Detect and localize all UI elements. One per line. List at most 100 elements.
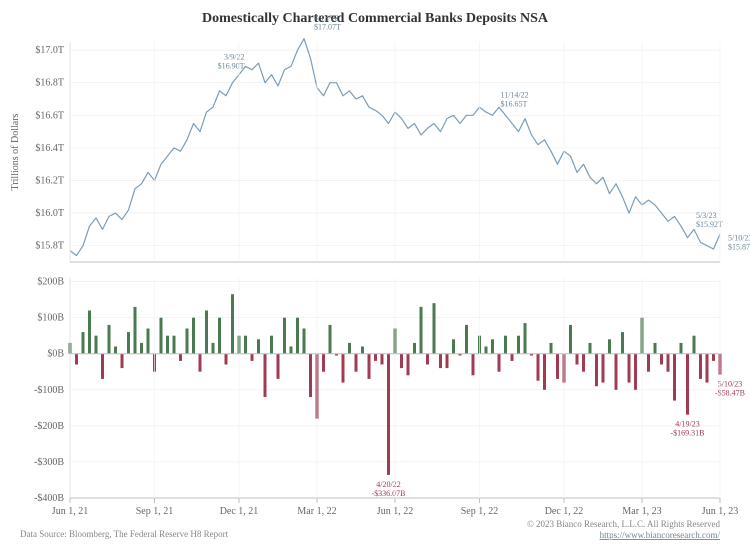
pos-bar: [173, 336, 176, 354]
bot-ytick: -$300B: [34, 457, 64, 468]
pos-bar: [257, 339, 260, 353]
neg-bar: [121, 354, 124, 368]
pos-bar: [140, 343, 143, 354]
pos-bar: [290, 347, 293, 354]
pos-bar: [491, 339, 494, 353]
x-tick: Jun 1, 21: [52, 506, 88, 517]
bot-ytick: $200B: [37, 277, 64, 288]
pos-bar: [82, 332, 85, 354]
top-annot-val: $15.87T: [728, 242, 750, 251]
x-tick: Jun 1, 23: [702, 506, 738, 517]
top-ytick: $15.8T: [35, 241, 64, 252]
bot-annot-val: -$336.07B: [372, 489, 406, 498]
pos-bar: [452, 339, 455, 353]
pos-bar: [231, 294, 234, 354]
neg-bar: [439, 354, 442, 368]
deposits-chart: Domestically Chartered Commercial Banks …: [0, 0, 750, 547]
neg-bar: [309, 354, 312, 397]
neg-bar: [264, 354, 267, 397]
bot-annot-val: -$58.47B: [715, 389, 745, 398]
bot-ytick: -$400B: [34, 493, 64, 504]
pos-bar: [303, 329, 306, 354]
top-annot-val: $17.07T: [314, 23, 341, 32]
pos-bar: [192, 318, 195, 354]
top-ylabel: Trillions of Dollars: [10, 113, 21, 190]
neg-bar: [537, 354, 540, 381]
bot-ytick: -$200B: [34, 421, 64, 432]
pos-bar: [504, 336, 507, 354]
bot-annot: 4/19/23: [675, 420, 699, 429]
bot-annot: 5/10/23: [718, 380, 742, 389]
top-annot-val: $15.92T: [696, 220, 723, 229]
top-annot: 11/14/22: [501, 90, 529, 99]
neg-bar: [647, 354, 650, 372]
bot-annot: 4/20/22: [376, 480, 400, 489]
pos-bar: [244, 336, 247, 354]
x-tick: Dec 1, 21: [220, 506, 259, 517]
neg-bar: [634, 354, 637, 390]
pos-bar: [524, 323, 527, 354]
neg-bar: [556, 354, 559, 379]
pos-bar: [212, 343, 215, 354]
neg-bar: [472, 354, 475, 376]
pos-bar: [621, 332, 624, 354]
neg-bar: [667, 354, 670, 372]
pos-bar: [205, 311, 208, 354]
neg-bar: [387, 354, 390, 475]
neg-bar: [381, 354, 384, 365]
pos-bar: [569, 325, 572, 354]
top-ytick: $16.2T: [35, 176, 64, 187]
x-tick: Jun 1, 22: [377, 506, 413, 517]
bot-ytick: $0B: [47, 349, 64, 360]
pos-bar: [218, 318, 221, 354]
neg-bar: [595, 354, 598, 387]
neg-bar: [660, 354, 663, 365]
pos-bar: [680, 343, 683, 354]
bot-annot-val: -$169.31B: [671, 429, 705, 438]
pos-bar: [420, 307, 423, 354]
x-tick: Mar 1, 23: [622, 506, 661, 517]
bot-ytick: $100B: [37, 313, 64, 324]
pos-bar: [127, 332, 130, 354]
pos-bar: [283, 318, 286, 354]
top-ytick: $16.6T: [35, 110, 64, 121]
neg-bar: [400, 354, 403, 368]
neg-bar: [75, 354, 78, 365]
pos-bar: [147, 329, 150, 354]
neg-bar: [602, 354, 605, 383]
footer-link: https://www.biancoresearch.com/: [600, 530, 721, 540]
neg-bar: [511, 354, 514, 361]
x-tick: Sep 1, 21: [136, 506, 174, 517]
bot-ytick: -$100B: [34, 385, 64, 396]
pos-bar: [160, 318, 163, 354]
neg-bar: [251, 354, 254, 361]
top-ytick: $17.0T: [35, 45, 64, 56]
pos-bar: [95, 336, 98, 354]
neg-bar: [407, 354, 410, 376]
top-ytick: $16.8T: [35, 78, 64, 89]
neg-bar: [699, 354, 702, 379]
footer-source: Data Source: Bloomberg, The Federal Rese…: [20, 529, 229, 539]
top-annot-val: $16.90T: [218, 62, 245, 71]
neg-bar: [368, 354, 371, 379]
neg-bar: [101, 354, 104, 379]
pos-bar: [608, 339, 611, 353]
pos-bar: [166, 336, 169, 354]
neg-bar: [374, 354, 377, 361]
neg-bar: [543, 354, 546, 390]
pos-bar: [186, 329, 189, 354]
pos-bar: [589, 343, 592, 354]
top-ytick: $16.4T: [35, 143, 64, 154]
neg-bar: [225, 354, 228, 365]
pos-bar: [413, 343, 416, 354]
neg-bar: [322, 354, 325, 372]
top-annot: 5/3/23: [696, 211, 716, 220]
pos-bar: [296, 318, 299, 354]
neg-bar: [426, 354, 429, 365]
neg-bar: [615, 354, 618, 390]
chart-title: Domestically Chartered Commercial Banks …: [202, 11, 549, 26]
neg-bar: [355, 354, 358, 372]
x-tick: Sep 1, 22: [461, 506, 499, 517]
x-tick: Mar 1, 22: [297, 506, 336, 517]
pos-bar: [348, 343, 351, 354]
